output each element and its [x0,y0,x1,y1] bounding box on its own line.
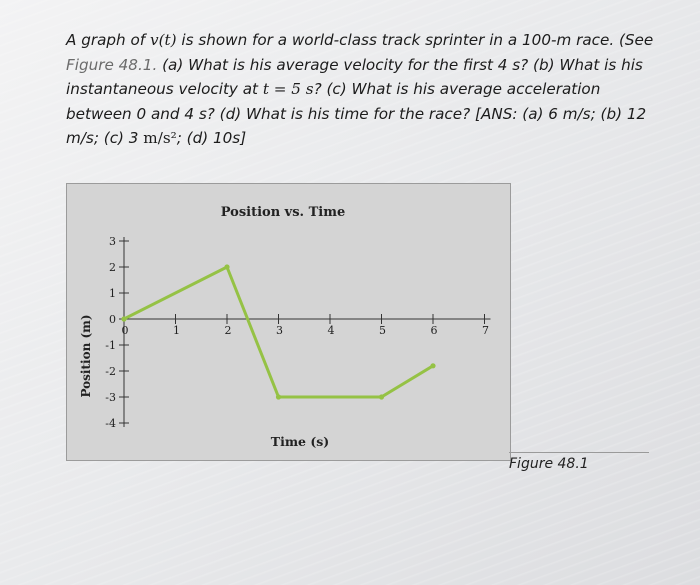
problem-part-5: ; (d) 10s] [176,129,247,148]
chart-axes: 0 1 2 3 4 5 6 7 3 2 1 0 -1 -2 -3 -4 [105,235,491,430]
x-tick-label: 6 [431,324,438,337]
data-point [430,363,436,369]
problem-part-3: (a) What is his average velocity for the… [66,55,643,99]
chart-marks [121,264,436,400]
figure-caption: Figure 48.1 [509,452,649,472]
data-point [378,394,385,400]
y-tick-label: -4 [105,417,116,430]
data-point [275,394,282,400]
y-tick-label: -3 [105,391,116,404]
problem-part-1: A graph of [66,31,150,49]
problem-part-4: ? (c) What is his average acceleration b… [66,80,647,148]
x-tick-label: 5 [379,324,386,337]
x-tick-label: 3 [276,324,283,337]
chart-title: Position vs. Time [221,205,346,220]
velocity-function: v(t) [149,31,177,49]
x-tick-label: 4 [328,324,335,337]
time-equation: t = 5 s [262,80,314,99]
acceleration-unit: m/s² [143,129,177,148]
y-tick-label: 3 [109,235,116,248]
problem-text: A graph of v(t) is shown for a world-cla… [66,28,666,151]
problem-part-2: is shown for a world-class track sprinte… [176,31,654,49]
y-tick-label: 2 [109,261,116,274]
chart-svg: Position vs. Time Time (s) Position (m) … [79,205,491,449]
x-tick-label: 1 [173,324,180,337]
data-point [121,316,127,322]
chart-x-label: Time (s) [271,434,329,449]
y-tick-label: 0 [109,313,116,326]
data-point [224,264,230,270]
x-tick-label: 2 [225,324,232,337]
chart-y-label: Position (m) [79,314,93,397]
y-tick-label: 1 [109,287,116,300]
position-time-graph: Position vs. Time Time (s) Position (m) … [66,183,511,461]
x-tick-label: 0 [122,324,129,337]
y-tick-label: -1 [105,339,116,352]
figure-reference: Figure 48.1. [66,55,158,74]
x-tick-label: 7 [482,324,489,337]
y-tick-label: -2 [105,365,116,378]
